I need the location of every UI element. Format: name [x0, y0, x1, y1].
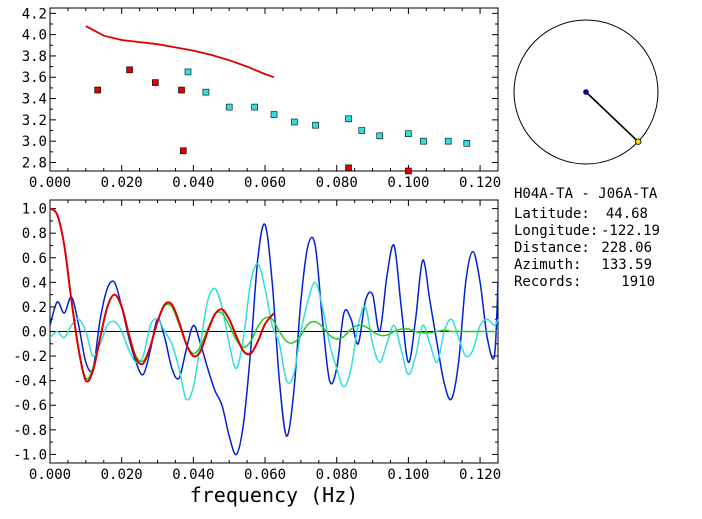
latitude-value: 44.68	[606, 206, 648, 222]
longitude-value: -122.19	[601, 223, 660, 239]
velocity-point	[270, 111, 278, 118]
longitude-label: Longitude:	[514, 223, 598, 239]
comparison-curve	[49, 263, 499, 401]
x-tick-label: 0.120	[459, 175, 501, 191]
velocity-plot-frame	[49, 7, 499, 172]
distance-value: 228.06	[601, 240, 652, 256]
velocity-curve	[85, 25, 275, 79]
observed-correlation-curve	[49, 223, 499, 456]
y-tick-label: -0.4	[13, 374, 47, 390]
y-tick-label: 3.6	[22, 70, 47, 86]
station-end-dot	[634, 138, 642, 145]
y-tick-label: 0.2	[22, 300, 47, 316]
distance-label: Distance:	[514, 240, 590, 256]
velocity-point	[420, 137, 427, 145]
x-axis-label: frequency (Hz)	[190, 483, 359, 507]
correlation-axes: 0.000 0.020 0.040 0.060 0.080 0.100 0.120 1.0 0.…	[13, 200, 501, 483]
velocity-point	[376, 132, 384, 140]
velocity-point	[291, 118, 298, 126]
velocity-point	[405, 167, 412, 175]
y-tick-label: 3.2	[22, 113, 47, 129]
y-tick-label: 3.0	[22, 134, 47, 150]
y-tick-label: 4.2	[22, 6, 47, 22]
velocity-point	[202, 88, 210, 96]
velocity-point	[225, 103, 233, 111]
y-tick-label: 0.6	[22, 251, 47, 267]
x-tick-label: 0.120	[459, 467, 501, 483]
velocity-axes: 0.000 0.020 0.040 0.060 0.080 0.100 0.120 2.8 3.…	[22, 6, 501, 191]
compass-circle	[513, 19, 659, 165]
velocity-point	[345, 115, 352, 123]
x-tick-label: 0.060	[244, 467, 286, 483]
velocity-point	[178, 86, 185, 94]
azimuth-compass	[513, 19, 659, 165]
x-tick-label: 0.040	[172, 467, 214, 483]
x-tick-label: 0.080	[316, 175, 358, 191]
azimuth-value: 133.59	[601, 257, 652, 273]
y-tick-label: -0.6	[13, 398, 47, 414]
azimuth-label: Azimuth:	[514, 257, 581, 273]
y-tick-label: 1.0	[22, 202, 47, 218]
velocity-point	[94, 86, 101, 94]
velocity-point	[126, 66, 133, 74]
velocity-series	[85, 25, 471, 175]
y-tick-label: 0.4	[22, 275, 47, 291]
velocity-point	[463, 140, 471, 147]
velocity-point	[251, 103, 258, 111]
x-tick-label: 0.060	[244, 175, 286, 191]
x-tick-label: 0.000	[29, 467, 71, 483]
records-label: Records:	[514, 274, 581, 290]
x-tick-label: 0.100	[387, 175, 429, 191]
y-tick-label: 0.0	[22, 325, 47, 341]
station-info: H04A-TA - J06A-TA Latitude: 44.68 Longit…	[514, 186, 660, 290]
y-tick-label: 4.0	[22, 28, 47, 44]
y-tick-label: -1.0	[13, 447, 47, 463]
x-tick-label: 0.000	[29, 175, 71, 191]
velocity-panel: 0.000 0.020 0.040 0.060 0.080 0.100 0.120 2.8 3.…	[22, 6, 501, 191]
y-tick-label: -0.8	[13, 423, 47, 439]
y-tick-label: 0.8	[22, 226, 47, 242]
model-curve	[49, 207, 275, 383]
velocity-point	[345, 164, 352, 172]
x-tick-label: 0.040	[172, 175, 214, 191]
y-tick-label: -0.2	[13, 349, 47, 365]
velocity-point	[152, 79, 159, 86]
velocity-point	[184, 68, 192, 76]
x-tick-label: 0.020	[101, 467, 143, 483]
velocity-point	[358, 127, 366, 134]
azimuth-line	[585, 91, 639, 143]
y-tick-label: 3.4	[22, 92, 47, 108]
correlation-panel: 0.000 0.020 0.040 0.060 0.080 0.100 0.120 1.0 0.…	[13, 199, 501, 507]
records-value: 1910	[621, 274, 655, 290]
latitude-label: Latitude:	[514, 206, 590, 222]
velocity-point	[444, 137, 452, 145]
x-tick-label: 0.100	[387, 467, 429, 483]
fit-curve	[49, 207, 498, 380]
velocity-point	[180, 147, 187, 155]
station-pair: H04A-TA - J06A-TA	[514, 186, 658, 202]
y-tick-label: 3.8	[22, 49, 47, 65]
correlation-series	[49, 207, 499, 456]
velocity-point	[405, 130, 412, 138]
x-tick-label: 0.020	[101, 175, 143, 191]
x-tick-label: 0.080	[316, 467, 358, 483]
velocity-point	[312, 121, 319, 129]
y-tick-label: 2.8	[22, 155, 47, 171]
station-center-dot	[583, 89, 589, 95]
